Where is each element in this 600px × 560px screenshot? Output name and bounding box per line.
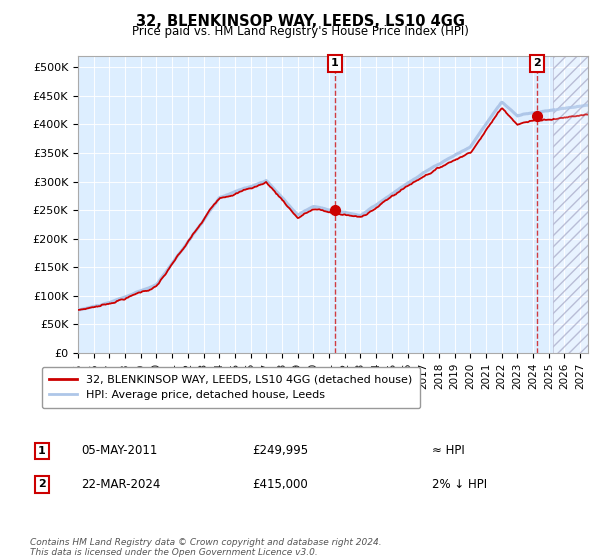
Text: 2% ↓ HPI: 2% ↓ HPI — [432, 478, 487, 491]
Text: 2: 2 — [533, 58, 541, 68]
Legend: 32, BLENKINSOP WAY, LEEDS, LS10 4GG (detached house), HPI: Average price, detach: 32, BLENKINSOP WAY, LEEDS, LS10 4GG (det… — [41, 367, 420, 408]
Text: £415,000: £415,000 — [252, 478, 308, 491]
Text: £249,995: £249,995 — [252, 444, 308, 458]
Text: ≈ HPI: ≈ HPI — [432, 444, 465, 458]
Text: Contains HM Land Registry data © Crown copyright and database right 2024.
This d: Contains HM Land Registry data © Crown c… — [30, 538, 382, 557]
Text: 1: 1 — [331, 58, 338, 68]
Bar — [553, 56, 588, 353]
Bar — [553, 56, 588, 353]
Text: 1: 1 — [38, 446, 46, 456]
Text: Price paid vs. HM Land Registry's House Price Index (HPI): Price paid vs. HM Land Registry's House … — [131, 25, 469, 38]
Text: 05-MAY-2011: 05-MAY-2011 — [81, 444, 157, 458]
Text: 2: 2 — [38, 479, 46, 489]
Text: 22-MAR-2024: 22-MAR-2024 — [81, 478, 160, 491]
Text: 32, BLENKINSOP WAY, LEEDS, LS10 4GG: 32, BLENKINSOP WAY, LEEDS, LS10 4GG — [136, 14, 464, 29]
